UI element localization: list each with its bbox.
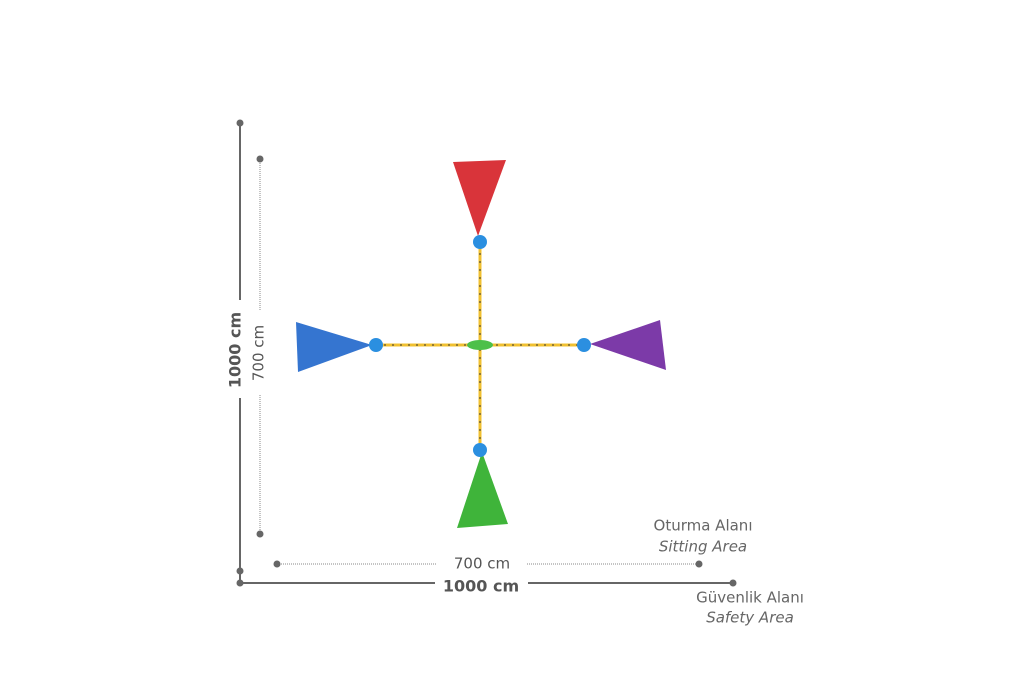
inner-width-label: 700 cm	[454, 555, 510, 573]
dimension-lines	[236, 119, 737, 587]
sitting-area-label: Oturma Alanı	[654, 517, 753, 535]
sitting-area-label-en: Sitting Area	[659, 538, 747, 556]
outer-width-label: 1000 cm	[443, 577, 519, 596]
inner-height-label: 700 cm	[250, 325, 268, 381]
playground-equipment	[296, 160, 666, 528]
outer-height-label: 1000 cm	[226, 312, 245, 388]
safety-area-label: Güvenlik Alanı	[696, 589, 804, 607]
safety-area-label-en: Safety Area	[706, 609, 794, 627]
